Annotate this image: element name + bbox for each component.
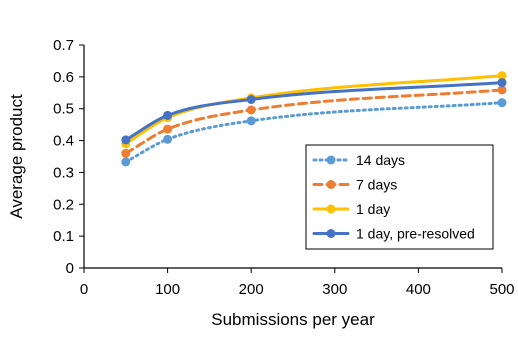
legend-label: 7 days: [356, 177, 397, 193]
series-line: [124, 101, 504, 164]
y-axis-ticks: 0 0.1 0.2 0.3 0.4 0.5 0.6 0.7: [53, 37, 84, 277]
y-tick-label: 0.2: [53, 196, 74, 213]
data-point: [121, 157, 131, 167]
x-axis-title: Submissions per year: [211, 310, 375, 329]
chart-legend: 14 days 7 days 1 day 1 day, pre-resolved: [305, 144, 494, 250]
x-tick-label: 200: [239, 281, 264, 298]
data-point: [163, 134, 173, 144]
data-point: [497, 71, 507, 81]
legend-swatch-marker: [326, 155, 336, 165]
y-tick-label: 0.7: [53, 37, 74, 54]
data-point: [246, 116, 256, 126]
data-point: [121, 148, 131, 158]
y-tick-label: 0.5: [53, 101, 74, 118]
data-point: [163, 124, 173, 134]
y-tick-label: 0: [66, 260, 74, 277]
legend-swatch-marker: [326, 180, 336, 189]
series-line: [124, 88, 504, 155]
series-line: [124, 81, 504, 142]
data-point: [246, 105, 256, 115]
data-point: [497, 98, 507, 108]
data-point: [163, 110, 173, 120]
x-tick-label: 300: [322, 281, 347, 298]
legend-swatch-marker: [326, 229, 336, 238]
legend-item-7-days: 7 days: [312, 177, 397, 193]
data-point: [246, 94, 256, 104]
legend-box: [305, 144, 494, 250]
x-tick-label: 500: [489, 281, 514, 298]
data-point: [497, 78, 507, 88]
y-axis-title: Average product: [7, 94, 26, 219]
legend-label: 14 days: [356, 152, 405, 168]
data-point: [497, 85, 507, 95]
y-tick-label: 0.1: [53, 228, 74, 245]
legend-swatch-marker: [326, 204, 336, 214]
data-point: [121, 135, 131, 145]
x-tick-label: 400: [406, 281, 431, 298]
x-tick-label: 0: [80, 281, 88, 298]
legend-item-14-days: 14 days: [312, 152, 405, 168]
chart-axes: [83, 45, 502, 269]
y-tick-label: 0.3: [53, 164, 74, 181]
series-1-day-pre-resolved: [121, 78, 507, 145]
y-tick-label: 0.4: [53, 133, 74, 150]
series-7-days: [121, 85, 507, 158]
legend-item-1-day: 1 day: [312, 201, 390, 217]
y-tick-label: 0.6: [53, 69, 74, 86]
x-tick-label: 100: [155, 281, 180, 298]
x-axis-ticks: 0 100 200 300 400 500: [80, 268, 515, 298]
legend-label: 1 day, pre-resolved: [356, 226, 475, 242]
legend-label: 1 day: [356, 201, 390, 217]
series-14-days: [121, 98, 507, 167]
series-layer: [121, 71, 507, 167]
legend-item-1-day-pre-resolved: 1 day, pre-resolved: [312, 226, 475, 242]
series-1-day: [121, 71, 507, 149]
